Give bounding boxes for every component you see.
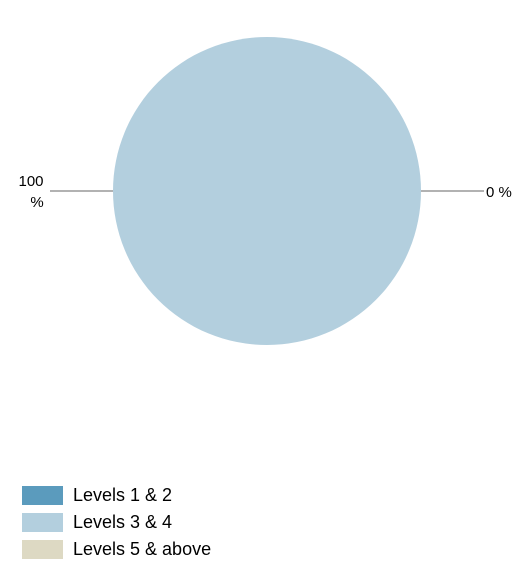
legend-label-levels-5-above: Levels 5 & above [73, 539, 212, 559]
data-label-right: 0 % [486, 184, 512, 201]
legend-item-levels-5-above: Levels 5 & above [22, 536, 211, 563]
data-label-left-unit: % [30, 194, 43, 211]
pie-chart: 100 % 0 % [18, 37, 512, 345]
data-label-left-value: 100 [18, 173, 43, 190]
legend-item-levels-1-2: Levels 1 & 2 [22, 482, 211, 509]
legend-swatch-levels-3-4 [22, 513, 63, 532]
legend-label-levels-3-4: Levels 3 & 4 [73, 512, 173, 532]
legend-swatch-levels-1-2 [22, 486, 63, 505]
legend: Levels 1 & 2 Levels 3 & 4 Levels 5 & abo… [22, 482, 211, 563]
legend-swatch-levels-5-above [22, 540, 63, 559]
pie-svg: 100 % 0 % [18, 37, 512, 345]
pie-slice-levels-3-4 [113, 37, 421, 345]
pie-slices [113, 37, 421, 345]
legend-item-levels-3-4: Levels 3 & 4 [22, 509, 211, 536]
legend-label-levels-1-2: Levels 1 & 2 [73, 485, 173, 505]
